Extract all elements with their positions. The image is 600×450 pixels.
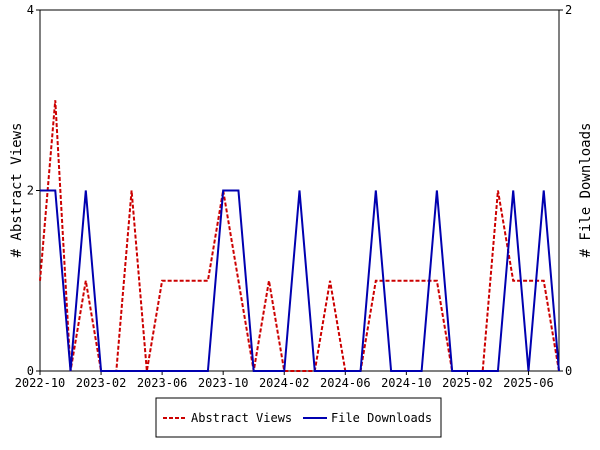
legend-label: Abstract Views (191, 411, 292, 425)
y2-axis-label: # File Downloads (578, 123, 594, 258)
y-tick-label: 2 (27, 184, 34, 198)
x-tick-label: 2024-06 (320, 376, 371, 390)
y-axis-label: # Abstract Views (9, 123, 25, 258)
x-tick-label: 2023-02 (76, 376, 127, 390)
legend-label: File Downloads (331, 411, 432, 425)
y-tick-label: 0 (27, 364, 34, 378)
y2-tick-label: 2 (565, 3, 572, 17)
series-line (40, 189, 560, 372)
y2-tick-label: 0 (565, 364, 572, 378)
legend-box (155, 397, 442, 438)
x-tick-label: 2024-10 (381, 376, 432, 390)
x-tick-label: 2022-10 (15, 376, 66, 390)
x-tick-label: 2023-06 (137, 376, 188, 390)
series-line (39, 100, 560, 372)
y-tick-label: 4 (27, 3, 34, 17)
x-tick-label: 2025-02 (442, 376, 493, 390)
x-tick-label: 2024-02 (259, 376, 310, 390)
x-tick-label: 2025-06 (503, 376, 554, 390)
x-tick-label: 2023-10 (198, 376, 249, 390)
